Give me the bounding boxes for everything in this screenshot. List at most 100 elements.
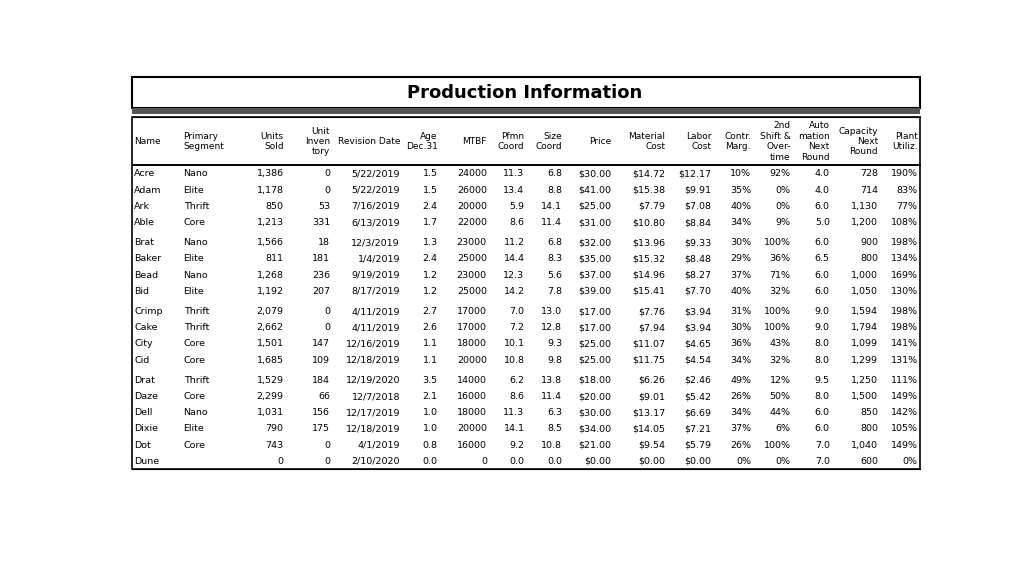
Text: 6.0: 6.0 [815, 238, 829, 247]
Text: 198%: 198% [891, 324, 918, 332]
Text: $0.00: $0.00 [585, 457, 611, 466]
Text: $17.00: $17.00 [579, 324, 611, 332]
Text: $31.00: $31.00 [579, 218, 611, 227]
Text: 30%: 30% [730, 324, 751, 332]
Text: 800: 800 [860, 425, 879, 433]
Text: 37%: 37% [730, 425, 751, 433]
Text: 12.3: 12.3 [504, 270, 524, 280]
Text: 9.8: 9.8 [547, 356, 562, 364]
Text: 728: 728 [860, 169, 879, 179]
Text: 11.3: 11.3 [504, 169, 524, 179]
Text: $34.00: $34.00 [579, 425, 611, 433]
Text: $8.27: $8.27 [685, 270, 712, 280]
Text: 10.1: 10.1 [504, 339, 524, 349]
Text: 111%: 111% [891, 376, 918, 385]
Text: 850: 850 [265, 202, 284, 211]
Text: 9%: 9% [775, 218, 791, 227]
Text: 0%: 0% [775, 186, 791, 194]
Text: 181: 181 [312, 255, 330, 263]
Text: 1,040: 1,040 [851, 440, 879, 450]
Text: 11.3: 11.3 [504, 408, 524, 417]
Text: 4/11/2019: 4/11/2019 [351, 324, 400, 332]
Text: 8.0: 8.0 [815, 339, 829, 349]
Text: 149%: 149% [891, 392, 918, 401]
Text: 40%: 40% [730, 202, 751, 211]
Text: 2.4: 2.4 [423, 255, 437, 263]
Text: Brat: Brat [134, 238, 155, 247]
Text: 71%: 71% [769, 270, 791, 280]
Text: 77%: 77% [897, 202, 918, 211]
Text: 0: 0 [325, 457, 330, 466]
Text: 1,386: 1,386 [256, 169, 284, 179]
Text: 12/3/2019: 12/3/2019 [351, 238, 400, 247]
Text: $15.32: $15.32 [632, 255, 666, 263]
Text: 14.2: 14.2 [504, 287, 524, 296]
Text: 10.8: 10.8 [504, 356, 524, 364]
Text: $15.41: $15.41 [632, 287, 666, 296]
Text: 26%: 26% [730, 440, 751, 450]
Text: 0: 0 [325, 440, 330, 450]
Text: 0.0: 0.0 [423, 457, 437, 466]
Text: 0: 0 [325, 324, 330, 332]
Text: $0.00: $0.00 [638, 457, 666, 466]
Text: 9.2: 9.2 [510, 440, 524, 450]
Text: 149%: 149% [891, 440, 918, 450]
Text: 2/10/2020: 2/10/2020 [351, 457, 400, 466]
Text: $5.42: $5.42 [685, 392, 712, 401]
Text: 100%: 100% [764, 307, 791, 316]
Text: 100%: 100% [764, 238, 791, 247]
Text: 6.8: 6.8 [547, 169, 562, 179]
Text: 5.0: 5.0 [815, 218, 829, 227]
Text: 3.5: 3.5 [423, 376, 437, 385]
Text: 169%: 169% [891, 270, 918, 280]
Text: $11.07: $11.07 [632, 339, 666, 349]
Text: 4.0: 4.0 [815, 169, 829, 179]
Text: 190%: 190% [891, 169, 918, 179]
Text: City: City [134, 339, 153, 349]
Text: 4/11/2019: 4/11/2019 [351, 307, 400, 316]
Text: $30.00: $30.00 [579, 169, 611, 179]
Text: 0.0: 0.0 [547, 457, 562, 466]
Text: $20.00: $20.00 [579, 392, 611, 401]
Text: 1.7: 1.7 [423, 218, 437, 227]
Text: Thrift: Thrift [183, 324, 209, 332]
Text: Plant
Utiliz.: Plant Utiliz. [892, 132, 918, 151]
Text: 9/19/2019: 9/19/2019 [351, 270, 400, 280]
Text: $0.00: $0.00 [685, 457, 712, 466]
Text: 29%: 29% [730, 255, 751, 263]
Text: Labor
Cost: Labor Cost [686, 132, 712, 151]
Text: 1,685: 1,685 [257, 356, 284, 364]
Text: 36%: 36% [730, 339, 751, 349]
Text: 8.6: 8.6 [510, 392, 524, 401]
Text: 9.3: 9.3 [547, 339, 562, 349]
Text: 6.2: 6.2 [510, 376, 524, 385]
Text: Core: Core [183, 339, 206, 349]
Text: Thrift: Thrift [183, 307, 209, 316]
Text: $7.21: $7.21 [685, 425, 712, 433]
Text: 1,594: 1,594 [851, 307, 879, 316]
Text: 8/17/2019: 8/17/2019 [351, 287, 400, 296]
Text: 5/22/2019: 5/22/2019 [351, 186, 400, 194]
Text: 44%: 44% [769, 408, 791, 417]
Text: 9.0: 9.0 [815, 324, 829, 332]
Text: 8.6: 8.6 [510, 218, 524, 227]
Text: 1,794: 1,794 [851, 324, 879, 332]
Text: $32.00: $32.00 [579, 238, 611, 247]
Text: 207: 207 [312, 287, 330, 296]
Text: 92%: 92% [769, 169, 791, 179]
Text: $7.70: $7.70 [685, 287, 712, 296]
Text: 1,529: 1,529 [257, 376, 284, 385]
Text: Nano: Nano [183, 169, 208, 179]
Text: $21.00: $21.00 [579, 440, 611, 450]
Text: 20000: 20000 [457, 356, 486, 364]
Text: 1.3: 1.3 [423, 238, 437, 247]
Text: 1.0: 1.0 [423, 425, 437, 433]
Text: 900: 900 [860, 238, 879, 247]
Text: Elite: Elite [183, 186, 205, 194]
Text: 0.8: 0.8 [423, 440, 437, 450]
Text: 10.8: 10.8 [541, 440, 562, 450]
Text: 14000: 14000 [457, 376, 486, 385]
Text: $18.00: $18.00 [579, 376, 611, 385]
Text: $7.79: $7.79 [638, 202, 666, 211]
Text: 12/7/2018: 12/7/2018 [351, 392, 400, 401]
